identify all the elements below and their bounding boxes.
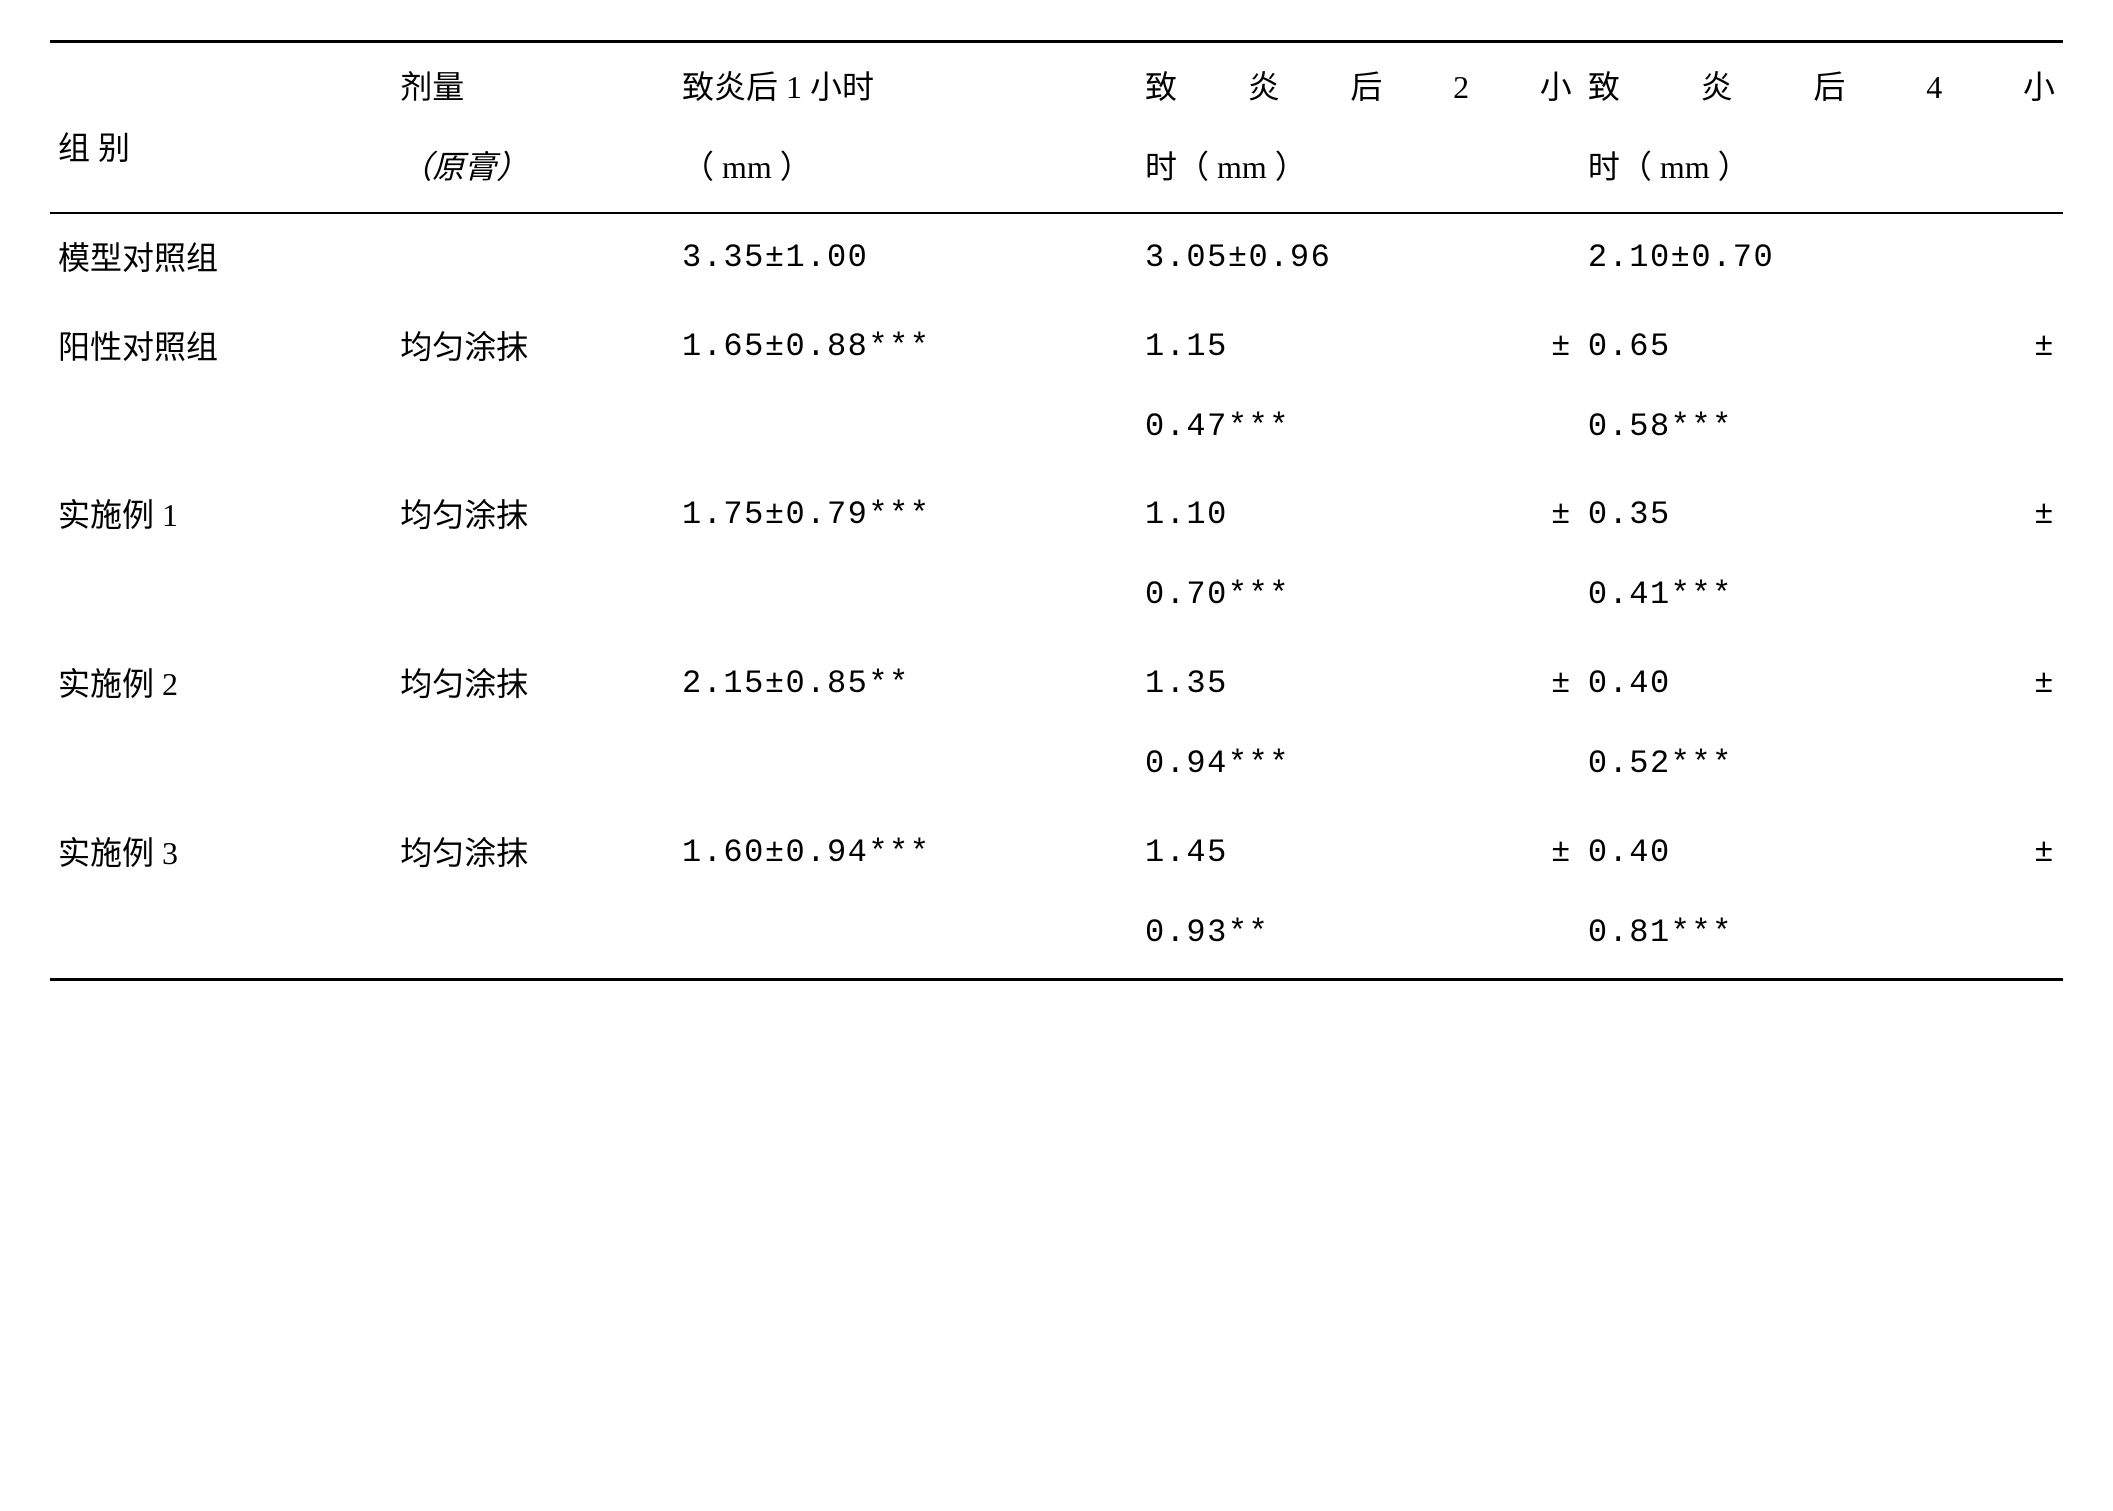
- cell-h4-val: 0.65: [1588, 317, 1671, 378]
- cell-h1: 1.65±0.88***: [674, 303, 1137, 472]
- cell-dose: 均匀涂抹: [392, 303, 674, 472]
- cell-h2: 1.15 ± 0.47***: [1137, 303, 1580, 472]
- col-header-h4-l2: 时（ mm ）: [1588, 137, 2055, 198]
- cell-dose: 均匀涂抹: [392, 809, 674, 979]
- plus-minus-icon: ±: [1551, 654, 1572, 715]
- cell-h4-val: 0.40: [1588, 654, 1671, 715]
- cell-group: 阳性对照组: [50, 303, 392, 472]
- col-header-h1-l2: （ mm ）: [682, 137, 1129, 198]
- col-header-group: 组 别: [50, 42, 392, 213]
- cell-h4: 0.40 ± 0.81***: [1580, 809, 2063, 979]
- cell-h2: 1.35 ± 0.94***: [1137, 640, 1580, 809]
- col-header-h4: 致炎后4小 时（ mm ）: [1580, 42, 2063, 213]
- cell-h1: 3.35±1.00: [674, 213, 1137, 303]
- col-header-dose: 剂量 （原膏）: [392, 42, 674, 213]
- cell-group: 实施例 1: [50, 471, 392, 640]
- plus-minus-icon: ±: [1551, 485, 1572, 546]
- cell-h2-val: 1.10: [1145, 485, 1228, 546]
- plus-minus-icon: ±: [2034, 485, 2055, 546]
- cell-h1: 1.75±0.79***: [674, 471, 1137, 640]
- col-header-group-l1: 组 别: [58, 118, 384, 179]
- cell-h4-err: 0.41***: [1588, 565, 2055, 626]
- plus-minus-icon: ±: [2034, 654, 2055, 715]
- table-row: 实施例 1 均匀涂抹 1.75±0.79*** 1.10 ± 0.70*** 0…: [50, 471, 2063, 640]
- cell-h4-val: 0.40: [1588, 823, 1671, 884]
- col-header-dose-l1: 剂量: [400, 57, 666, 118]
- plus-minus-icon: ±: [1551, 317, 1572, 378]
- cell-h2-val: 1.45: [1145, 823, 1228, 884]
- cell-h4-err: 0.52***: [1588, 734, 2055, 795]
- table-row: 模型对照组 3.35±1.00 3.05±0.96 2.10±0.70: [50, 213, 2063, 303]
- cell-h4: 0.65 ± 0.58***: [1580, 303, 2063, 472]
- cell-h2-val: 1.15: [1145, 317, 1228, 378]
- cell-dose: [392, 213, 674, 303]
- table-row: 实施例 2 均匀涂抹 2.15±0.85** 1.35 ± 0.94*** 0.…: [50, 640, 2063, 809]
- table-row: 阳性对照组 均匀涂抹 1.65±0.88*** 1.15 ± 0.47*** 0…: [50, 303, 2063, 472]
- cell-h1: 1.60±0.94***: [674, 809, 1137, 979]
- cell-h4-val: 0.35: [1588, 485, 1671, 546]
- cell-h4: 0.35 ± 0.41***: [1580, 471, 2063, 640]
- cell-dose: 均匀涂抹: [392, 471, 674, 640]
- cell-h4-err: 0.58***: [1588, 397, 2055, 458]
- cell-h2: 3.05±0.96: [1137, 213, 1580, 303]
- cell-group: 模型对照组: [50, 213, 392, 303]
- plus-minus-icon: ±: [1551, 823, 1572, 884]
- cell-dose: 均匀涂抹: [392, 640, 674, 809]
- cell-h2-err: 0.47***: [1145, 397, 1572, 458]
- cell-h1: 2.15±0.85**: [674, 640, 1137, 809]
- data-table: 组 别 剂量 （原膏） 致炎后 1 小时 （ mm ） 致炎后2小 时（ mm …: [50, 40, 2063, 981]
- cell-h2-err: 0.93**: [1145, 903, 1572, 964]
- col-header-h2-l1: 致炎后2小: [1145, 57, 1572, 118]
- col-header-dose-l2: （原膏）: [400, 137, 666, 198]
- cell-h2-err: 0.70***: [1145, 565, 1572, 626]
- col-header-h4-l1: 致炎后4小: [1588, 57, 2055, 118]
- col-header-h1-l1: 致炎后 1 小时: [682, 57, 1129, 118]
- cell-h4-err: 0.81***: [1588, 903, 2055, 964]
- cell-h2-val: 1.35: [1145, 654, 1228, 715]
- col-header-h2: 致炎后2小 时（ mm ）: [1137, 42, 1580, 213]
- table-header-row: 组 别 剂量 （原膏） 致炎后 1 小时 （ mm ） 致炎后2小 时（ mm …: [50, 42, 2063, 213]
- plus-minus-icon: ±: [2034, 317, 2055, 378]
- cell-group: 实施例 3: [50, 809, 392, 979]
- plus-minus-icon: ±: [2034, 823, 2055, 884]
- cell-h2: 1.45 ± 0.93**: [1137, 809, 1580, 979]
- cell-h2-err: 0.94***: [1145, 734, 1572, 795]
- cell-group: 实施例 2: [50, 640, 392, 809]
- col-header-h2-l2: 时（ mm ）: [1145, 137, 1572, 198]
- table-row: 实施例 3 均匀涂抹 1.60±0.94*** 1.45 ± 0.93** 0.…: [50, 809, 2063, 979]
- cell-h2: 1.10 ± 0.70***: [1137, 471, 1580, 640]
- col-header-h1: 致炎后 1 小时 （ mm ）: [674, 42, 1137, 213]
- cell-h4: 2.10±0.70: [1580, 213, 2063, 303]
- cell-h4: 0.40 ± 0.52***: [1580, 640, 2063, 809]
